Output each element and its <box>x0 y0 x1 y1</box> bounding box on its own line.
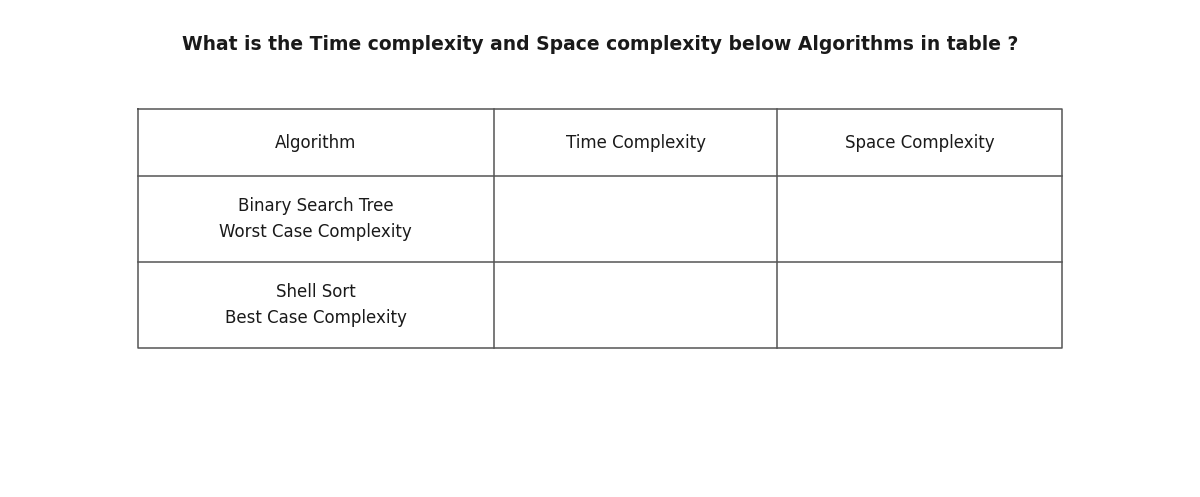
Text: Shell Sort
Best Case Complexity: Shell Sort Best Case Complexity <box>224 283 407 327</box>
Text: Binary Search Tree
Worst Case Complexity: Binary Search Tree Worst Case Complexity <box>220 197 413 241</box>
FancyBboxPatch shape <box>138 109 1062 348</box>
Text: Algorithm: Algorithm <box>275 134 356 152</box>
Text: Space Complexity: Space Complexity <box>845 134 995 152</box>
Text: Time Complexity: Time Complexity <box>565 134 706 152</box>
Text: What is the Time complexity and Space complexity below Algorithms in table ?: What is the Time complexity and Space co… <box>182 35 1018 54</box>
